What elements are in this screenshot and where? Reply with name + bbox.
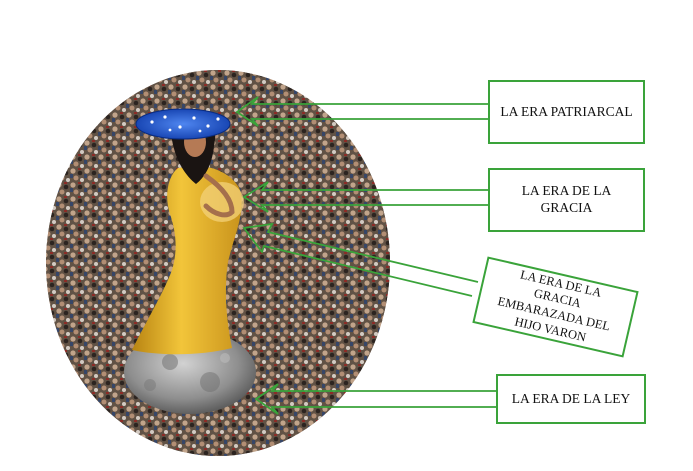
label-era-gracia: LA ERA DE LA GRACIA xyxy=(488,168,645,232)
label-era-ley-text: LA ERA DE LA LEY xyxy=(511,390,631,406)
arrow-ley xyxy=(254,383,496,415)
label-era-gracia-text: LA ERA DE LA GRACIA xyxy=(521,183,612,215)
arrow-gracia xyxy=(242,181,488,213)
label-era-patriarcal-text: LA ERA PATRIARCAL xyxy=(500,103,633,119)
arrow-patriarcal xyxy=(235,96,488,127)
star-crown xyxy=(135,108,231,140)
label-era-ley: LA ERA DE LA LEY xyxy=(496,374,646,424)
label-era-patriarcal: LA ERA PATRIARCAL xyxy=(488,80,645,144)
arrow-embarazada xyxy=(242,222,479,297)
